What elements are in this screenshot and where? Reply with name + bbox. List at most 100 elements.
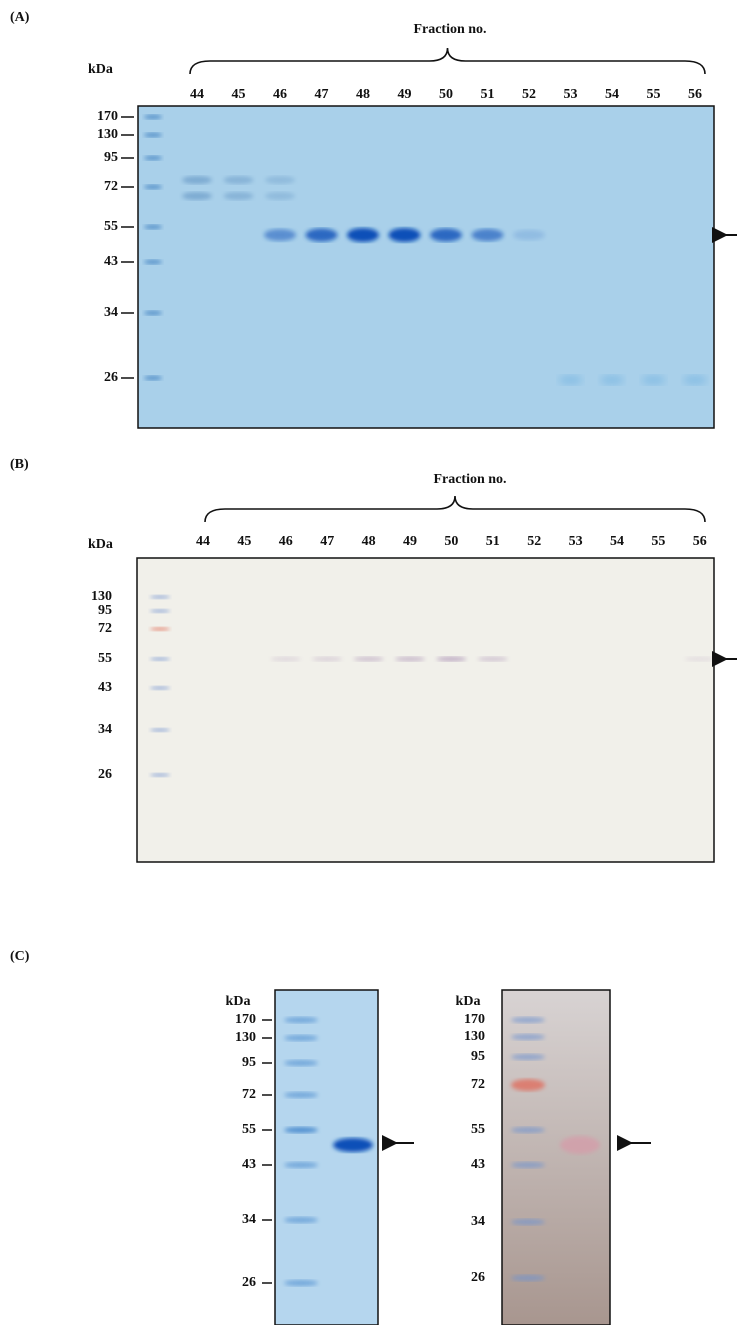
lane-label: 55 [651,534,665,549]
lane-label: 52 [527,534,541,549]
band [511,1162,545,1168]
header: Fraction no. [413,22,486,37]
band [558,375,583,385]
unit: kDa [88,537,113,552]
band [471,228,504,242]
marker-label: 43 [98,680,112,695]
marker-label: 130 [91,589,112,604]
brace [189,47,706,75]
band [150,609,170,613]
lane-label: 50 [444,534,458,549]
lane-label: 52 [522,87,536,102]
marker-label: 95 [98,603,112,618]
marker-label: 34 [471,1214,485,1229]
marker-label: 34 [98,722,112,737]
lane-label: 47 [320,534,334,549]
marker-label: 72 [104,179,118,194]
marker-label: 55 [242,1122,256,1137]
lane-label: 56 [693,534,707,549]
lane-label: 54 [610,534,624,549]
marker-label: 72 [98,621,112,636]
lane-label: 47 [315,87,329,102]
band [683,375,707,385]
band [144,132,162,138]
panel-label: (C) [10,949,30,964]
band [284,1217,318,1223]
lane-label: 55 [647,87,661,102]
marker-label: 55 [98,651,112,666]
gel [137,105,715,429]
panel-label: (A) [10,10,30,25]
band [223,176,254,184]
marker-label: 26 [242,1275,256,1290]
band [284,1035,318,1041]
band [144,114,162,120]
lane-label: 45 [232,87,246,102]
band [511,1127,545,1133]
marker-label: 95 [104,150,118,165]
marker-label: 130 [464,1029,485,1044]
lane-label: 49 [398,87,412,102]
band [144,184,162,190]
band [333,1138,373,1152]
band [641,375,666,385]
band [144,155,162,161]
marker-label: 26 [471,1270,485,1285]
marker-label: 72 [242,1087,256,1102]
brace [204,495,706,523]
gel [501,989,611,1325]
band [150,595,170,599]
band [150,728,170,732]
band [150,657,170,661]
band [284,1092,318,1098]
lane-label: 56 [688,87,702,102]
band [144,310,162,316]
marker-label: 34 [242,1212,256,1227]
marker-label: 130 [97,127,118,142]
band [284,1127,318,1133]
marker-label: 34 [104,305,118,320]
lane-label: 48 [362,534,376,549]
band [150,686,170,690]
lane-label: 46 [279,534,293,549]
lane-label: 51 [486,534,500,549]
band [264,229,296,241]
band [511,1034,545,1040]
marker-label: 170 [464,1012,485,1027]
band [182,176,212,184]
lane-label: 53 [569,534,583,549]
band [284,1162,318,1168]
panel-label: (B) [10,457,29,472]
band [511,1275,545,1281]
band [270,656,301,662]
lane-label: 51 [481,87,495,102]
band [150,773,170,777]
lane-label: 53 [564,87,578,102]
band [513,229,545,241]
marker-label: 95 [242,1055,256,1070]
band [477,656,508,662]
band [353,656,384,662]
lane-label: 49 [403,534,417,549]
lane-label: 54 [605,87,619,102]
unit: kDa [226,994,251,1009]
lane-label: 45 [237,534,251,549]
lane-label: 48 [356,87,370,102]
marker-label: 43 [471,1157,485,1172]
lane-label: 46 [273,87,287,102]
band [150,627,170,631]
band [430,228,462,242]
band [182,192,212,200]
marker-label: 26 [104,370,118,385]
marker-label: 95 [471,1049,485,1064]
marker-label: 55 [104,219,118,234]
band [223,192,254,200]
band [511,1079,545,1091]
band [312,656,343,662]
band [144,375,162,381]
band [511,1219,545,1225]
gel [274,989,379,1325]
unit: kDa [88,62,113,77]
band [388,228,421,242]
